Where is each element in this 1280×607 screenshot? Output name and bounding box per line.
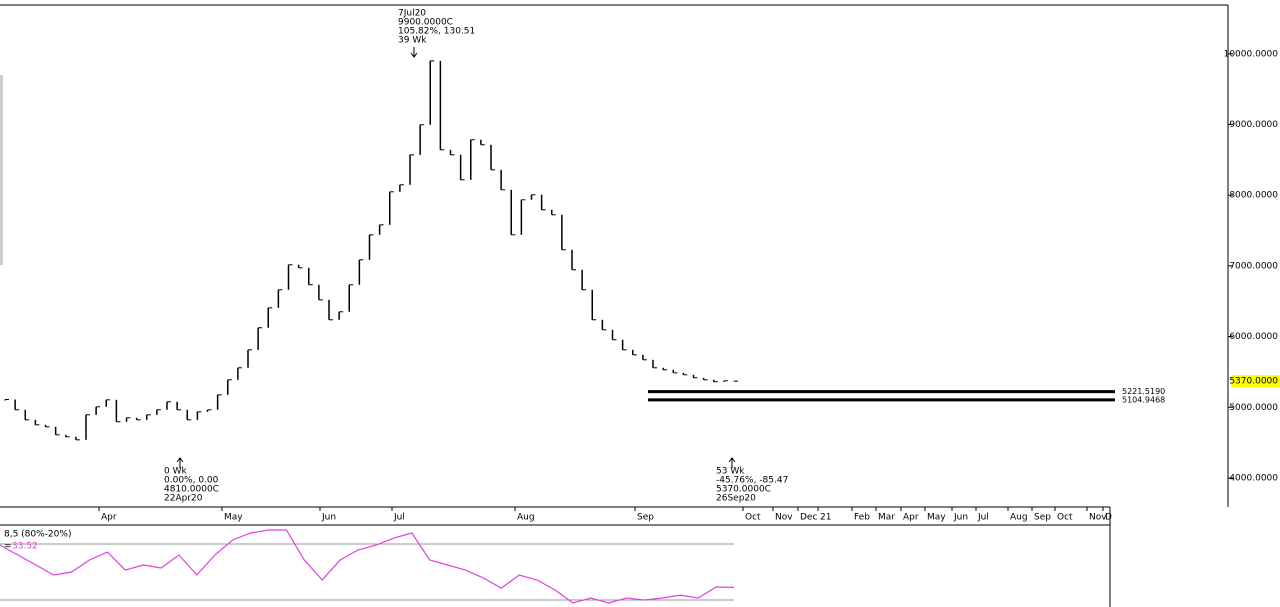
indicator-line [0, 529, 735, 604]
annotation: -45.76%, -85.47 [716, 476, 788, 486]
annotation: 105.82%, 130.51 [398, 27, 475, 37]
x-tick-label: Apr [903, 513, 919, 523]
indicator-value: 33.52 [12, 542, 38, 552]
x-tick-label: Jun [953, 513, 968, 523]
annotation: 39 Wk [398, 36, 427, 46]
indicator-sign: = [4, 542, 12, 552]
y-tick-label: 8000.0000 [1229, 191, 1278, 201]
annotation: 5370.0000C [716, 485, 771, 495]
scrollbar [0, 75, 3, 265]
y-tick-label: 5000.0000 [1229, 403, 1278, 413]
x-tick-label: Mar [878, 513, 895, 523]
indicator-title: 8,5 (80%-20%) [4, 530, 71, 540]
x-tick-label: Nov [1089, 513, 1107, 523]
annotation: 9900.0000C [398, 18, 453, 28]
annotation-arrow [176, 457, 184, 468]
y-tick-label: 6000.0000 [1229, 332, 1278, 342]
x-tick-label: Apr [101, 513, 117, 523]
x-tick-label: D [1105, 513, 1112, 523]
last-price-label: 5370.0000 [1229, 377, 1278, 387]
x-tick-label: Sep [637, 513, 654, 523]
x-tick-label: Nov [775, 513, 793, 523]
x-tick-label: Jul [393, 513, 405, 523]
x-tick-label: 21 [820, 513, 831, 523]
x-tick-label: Feb [854, 513, 870, 523]
annotation: 26Sep20 [716, 494, 756, 504]
x-tick-label: Oct [1057, 513, 1073, 523]
y-tick-label: 7000.0000 [1229, 261, 1278, 271]
y-tick-label: 9000.0000 [1229, 120, 1278, 130]
x-tick-label: Aug [1010, 513, 1028, 523]
x-tick-label: Dec [800, 513, 817, 523]
annotation-arrow [410, 47, 418, 58]
x-tick-label: May [927, 513, 946, 523]
annotation: 0.00%, 0.00 [164, 476, 219, 486]
x-tick-label: Aug [517, 513, 535, 523]
x-tick-label: May [224, 513, 243, 523]
last-price-bg [1231, 375, 1280, 388]
y-tick-label: 4000.0000 [1229, 474, 1278, 484]
annotation: 4810.0000C [164, 485, 219, 495]
annotation: 22Apr20 [164, 494, 203, 504]
annotation: 53 Wk [716, 467, 745, 477]
x-tick-label: Sep [1034, 513, 1051, 523]
annotation-arrow [728, 457, 736, 468]
level-label: 5104.9468 [1122, 395, 1165, 404]
annotation: 0 Wk [164, 467, 187, 477]
y-tick-label: 10000.0000 [1224, 49, 1279, 59]
annotation: 7Jul20 [398, 9, 426, 19]
x-tick-label: Jun [321, 513, 336, 523]
x-tick-label: Jul [977, 513, 989, 523]
x-tick-label: Oct [745, 513, 761, 523]
level-label: 5221.5190 [1122, 387, 1165, 396]
